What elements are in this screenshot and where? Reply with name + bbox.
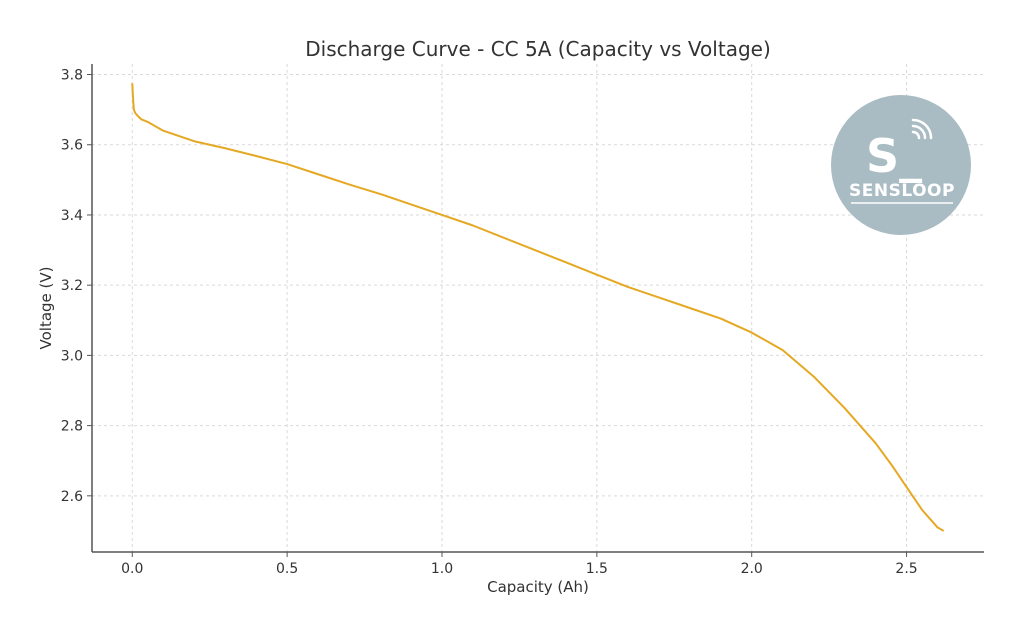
x-tick-label: 0.5 xyxy=(276,561,298,577)
logo-badge xyxy=(831,95,971,235)
x-ticks: 0.0 0.5 1.0 1.5 2.0 2.5 xyxy=(121,552,918,577)
y-ticks: 2.6 2.8 3.0 3.2 3.4 3.6 3.8 xyxy=(61,68,92,505)
y-tick-label: 3.2 xyxy=(61,278,83,294)
y-tick-label: 3.8 xyxy=(61,68,83,84)
y-tick-label: 2.6 xyxy=(61,489,83,505)
x-tick-label: 2.0 xyxy=(741,561,763,577)
sensloop-logo: S_ SENSLOOP xyxy=(831,95,971,235)
discharge-curve-line xyxy=(131,83,945,532)
x-tick-label: 1.0 xyxy=(431,561,453,577)
chart-title: Discharge Curve - CC 5A (Capacity vs Vol… xyxy=(305,37,771,61)
axes xyxy=(91,64,984,553)
y-tick-label: 3.0 xyxy=(61,348,83,364)
y-tick-label: 3.6 xyxy=(61,138,83,154)
logo-text: SENSLOOP xyxy=(849,181,955,201)
x-tick-label: 1.5 xyxy=(586,561,608,577)
y-tick-label: 2.8 xyxy=(61,419,83,435)
series-layer xyxy=(131,83,945,532)
logo-mark: S_ xyxy=(866,129,922,183)
y-tick-label: 3.4 xyxy=(61,208,83,224)
x-tick-label: 0.0 xyxy=(121,561,143,577)
x-tick-label: 2.5 xyxy=(895,561,917,577)
grid xyxy=(92,64,984,552)
wifi-signal-icon xyxy=(911,118,933,140)
y-axis-label: Voltage (V) xyxy=(37,267,55,350)
x-axis-label: Capacity (Ah) xyxy=(487,578,589,596)
